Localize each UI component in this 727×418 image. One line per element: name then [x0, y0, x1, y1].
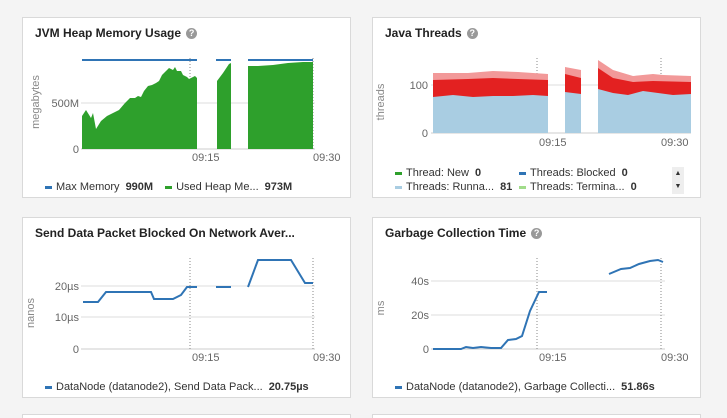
garbage-collection-legend: DataNode (datanode2), Garbage Collecti..…	[395, 380, 655, 394]
y-tick: 10µs	[55, 312, 80, 324]
java-threads-title[interactable]: Java Threads ?	[385, 26, 478, 40]
legend-item[interactable]: DataNode (datanode2), Garbage Collecti..…	[395, 380, 655, 394]
garbage-collection-chart: ms 40s 20s 0 09:15 09:30	[375, 258, 689, 364]
scroll-up-icon[interactable]: ▲	[674, 170, 682, 177]
help-icon[interactable]: ?	[186, 27, 198, 39]
y-tick: 100	[410, 80, 428, 92]
next-card	[372, 414, 701, 418]
legend-swatch	[45, 385, 52, 389]
y-tick: 500M	[51, 98, 79, 110]
series-line	[608, 258, 664, 275]
legend-scrollbar[interactable]: ▲ ▼	[672, 167, 684, 194]
y-axis-label: ms	[375, 300, 387, 315]
series-line	[433, 291, 547, 350]
x-tick: 09:15	[192, 152, 220, 164]
send-data-packet-legend: DataNode (datanode2), Send Data Pack... …	[45, 380, 309, 394]
legend-swatch	[395, 185, 402, 189]
jvm-heap-title[interactable]: JVM Heap Memory Usage ?	[35, 26, 198, 40]
send-data-packet-card: Send Data Packet Blocked On Network Aver…	[22, 217, 351, 398]
used-heap-area	[248, 62, 313, 149]
x-tick: 09:30	[313, 152, 341, 164]
x-tick: 09:15	[192, 352, 220, 364]
next-card	[22, 414, 351, 418]
series-line	[247, 259, 313, 288]
runnable-area	[565, 92, 581, 133]
jvm-heap-card: JVM Heap Memory Usage ? megabytes 500M 0…	[22, 17, 351, 198]
legend-swatch	[45, 185, 52, 189]
y-axis-label: nanos	[25, 298, 37, 328]
garbage-collection-title[interactable]: Garbage Collection Time ?	[385, 226, 543, 240]
legend-item[interactable]: Max Memory 990M Used Heap Me... 973M	[45, 180, 292, 194]
legend-item[interactable]: DataNode (datanode2), Send Data Pack... …	[45, 380, 309, 394]
y-tick: 0	[423, 344, 429, 356]
legend-swatch	[519, 171, 526, 175]
send-data-packet-chart: nanos 20µs 10µs 0 09:15 09:30	[25, 258, 341, 364]
y-axis-label: megabytes	[30, 75, 42, 129]
used-heap-area	[217, 63, 231, 149]
legend-item[interactable]: Threads: Termina... 0	[519, 180, 637, 194]
garbage-collection-card: Garbage Collection Time ? ms 40s 20s 0 0…	[372, 217, 701, 398]
runnable-area	[433, 95, 548, 133]
legend-item[interactable]: Thread: New 0	[395, 166, 519, 180]
jvm-heap-legend: Max Memory 990M Used Heap Me... 973M	[45, 180, 292, 194]
scroll-down-icon[interactable]: ▼	[674, 183, 682, 190]
x-tick: 09:30	[661, 352, 689, 364]
used-heap-area	[82, 67, 197, 149]
help-icon[interactable]: ?	[466, 27, 478, 39]
y-tick: 20µs	[55, 281, 80, 293]
legend-swatch	[395, 385, 402, 389]
jvm-heap-chart: megabytes 500M 0 09:15 09:30	[30, 58, 341, 164]
legend-swatch	[395, 171, 402, 175]
y-tick: 0	[73, 144, 79, 156]
runnable-area	[598, 89, 691, 133]
legend-item[interactable]: Threads: Blocked 0	[519, 166, 628, 180]
series-line	[83, 286, 197, 303]
y-tick: 0	[422, 128, 428, 140]
legend-item[interactable]: Threads: Runna... 81	[395, 180, 519, 194]
x-tick: 09:30	[313, 352, 341, 364]
legend-swatch	[519, 185, 526, 189]
y-tick: 0	[73, 344, 79, 356]
x-tick: 09:15	[539, 352, 567, 364]
x-tick: 09:30	[661, 137, 689, 149]
java-threads-legend: Thread: New 0 Threads: Blocked 0 Threads…	[395, 166, 637, 194]
help-icon[interactable]: ?	[531, 227, 543, 239]
legend-swatch	[165, 185, 173, 189]
y-tick: 40s	[411, 276, 429, 288]
java-threads-chart: threads 100 0 09:15 09:30	[375, 58, 691, 149]
send-data-packet-title[interactable]: Send Data Packet Blocked On Network Aver…	[35, 226, 295, 240]
java-threads-card: Java Threads ? threads 100 0 09:15 09:30…	[372, 17, 701, 198]
y-tick: 20s	[411, 310, 429, 322]
y-axis-label: threads	[375, 83, 387, 120]
x-tick: 09:15	[539, 137, 567, 149]
